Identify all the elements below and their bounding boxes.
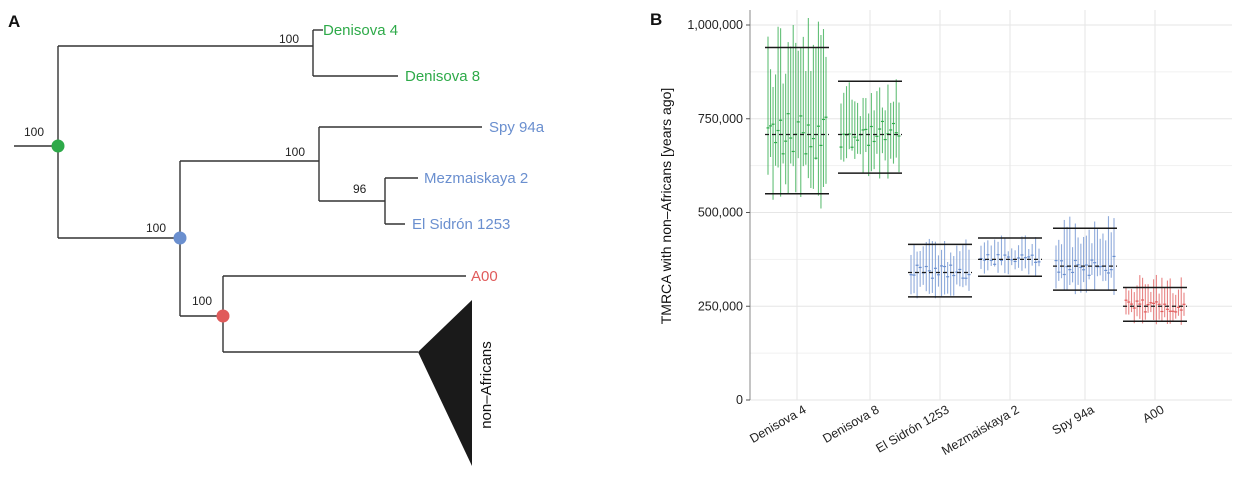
x-tick-label: Denisova 8 xyxy=(820,402,881,445)
tip-a00: A00 xyxy=(471,268,498,285)
node-marker-a00-red xyxy=(216,309,230,323)
group-denisova-8 xyxy=(838,79,902,179)
x-tick-labels: Denisova 4 Denisova 8El Sidrón 1253Mezmai… xyxy=(747,402,1166,458)
node-marker-denisova-green xyxy=(51,139,65,153)
y-axis-title: TMRCA with non–Africans [years ago] xyxy=(658,88,674,325)
group-spy-94a xyxy=(1053,216,1117,295)
panel-a: A non–Africans 100 10 xyxy=(8,12,545,466)
panel-b-letter: B xyxy=(650,10,662,29)
panel-b: B 0 250,000 500,000 750,000 1,000,000 Deniso… xyxy=(650,10,1232,458)
panel-a-letter: A xyxy=(8,12,20,31)
x-tick-label: Denisova 4 xyxy=(747,402,808,445)
tip-denisova-4: Denisova 4 xyxy=(323,22,398,39)
group-denisova-4 xyxy=(765,18,829,209)
x-tick-label: A00 xyxy=(1140,402,1166,425)
chart-grid xyxy=(749,10,1232,401)
chart-marks xyxy=(765,18,1187,325)
group-mezmaiskaya-2 xyxy=(978,235,1042,277)
support-mrca: 100 xyxy=(146,221,166,235)
collapsed-clade-triangle xyxy=(418,300,472,466)
y-tick-label: 1,000,000 xyxy=(687,18,743,32)
y-tick-label: 750,000 xyxy=(698,112,743,126)
tree-branches xyxy=(14,29,482,353)
x-tick-label: Spy 94a xyxy=(1050,402,1097,437)
group-el-sidr-n-1253 xyxy=(908,238,972,299)
tip-denisova-8: Denisova 8 xyxy=(405,68,480,85)
support-denisova: 100 xyxy=(279,32,299,46)
tip-spy-94a: Spy 94a xyxy=(489,119,545,136)
tip-el-sidron-1253: El Sidrón 1253 xyxy=(412,216,510,233)
y-tick-label: 500,000 xyxy=(698,206,743,220)
support-mez-sidron: 96 xyxy=(353,182,367,196)
y-tick-label: 0 xyxy=(736,393,743,407)
group-a00 xyxy=(1123,274,1187,325)
support-a00: 100 xyxy=(192,294,212,308)
support-root: 100 xyxy=(24,125,44,139)
support-neanderthal: 100 xyxy=(285,145,305,159)
x-tick-label: Mezmaiskaya 2 xyxy=(939,402,1021,458)
node-marker-neanderthal-blue xyxy=(173,231,187,245)
tip-mezmaiskaya-2: Mezmaiskaya 2 xyxy=(424,170,528,187)
collapsed-clade-label: non–Africans xyxy=(478,341,495,429)
y-tick-label: 250,000 xyxy=(698,299,743,313)
y-tick-labels: 0 250,000 500,000 750,000 1,000,000 xyxy=(687,18,750,407)
